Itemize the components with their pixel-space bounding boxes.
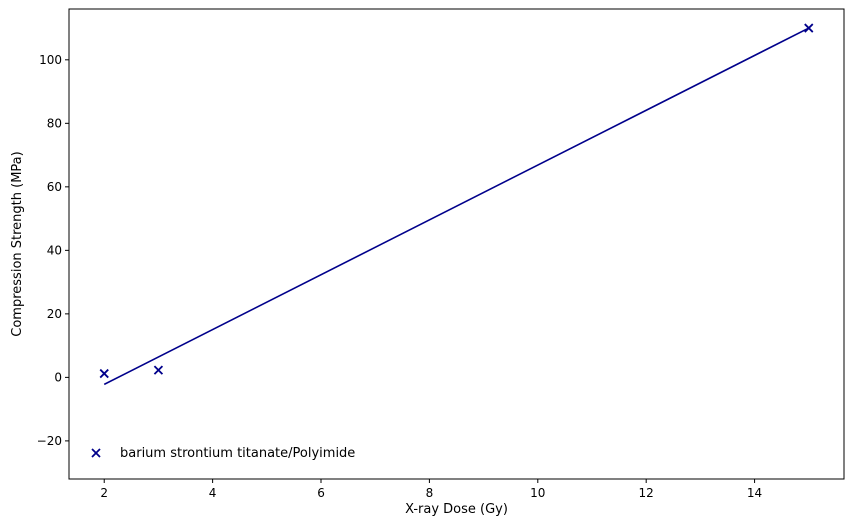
plot-layer [99, 23, 814, 386]
x-tick-label: 8 [426, 486, 434, 500]
data-point-stroke [99, 368, 109, 379]
y-tick-label: 40 [47, 243, 62, 257]
x-axis-label: X-ray Dose (Gy) [405, 502, 508, 517]
legend-x-marker-stroke [91, 448, 101, 458]
data-point [99, 368, 109, 379]
legend-label: barium strontium titanate/Polyimide [120, 446, 355, 461]
axis-layer: 2 4 6 8 10 12 14 −20 0 20 40 60 80 100 [37, 53, 763, 500]
x-tick-label: 10 [530, 486, 545, 500]
x-tick-label: 4 [209, 486, 217, 500]
plot-frame [68, 8, 845, 480]
y-tick-label: 60 [47, 180, 62, 194]
y-tick-label: 0 [54, 370, 62, 384]
y-tick-label: 80 [47, 116, 62, 130]
x-tick-label: 2 [100, 486, 108, 500]
fit-line [103, 27, 810, 386]
y-tick-label: 20 [47, 307, 62, 321]
x-tick-label: 6 [317, 486, 325, 500]
data-point [804, 23, 814, 33]
y-axis-label: Compression Strength (MPa) [10, 151, 25, 336]
data-point-stroke [804, 23, 814, 33]
data-point [153, 365, 164, 375]
legend-x-marker [91, 448, 101, 458]
data-point-stroke [153, 365, 164, 375]
x-tick-label: 12 [639, 486, 654, 500]
legend: barium strontium titanate/Polyimide [91, 446, 355, 461]
x-tick-label: 14 [747, 486, 762, 500]
y-tick-label: −20 [37, 434, 62, 448]
y-tick-label: 100 [39, 53, 62, 67]
legend-marker [91, 448, 101, 458]
